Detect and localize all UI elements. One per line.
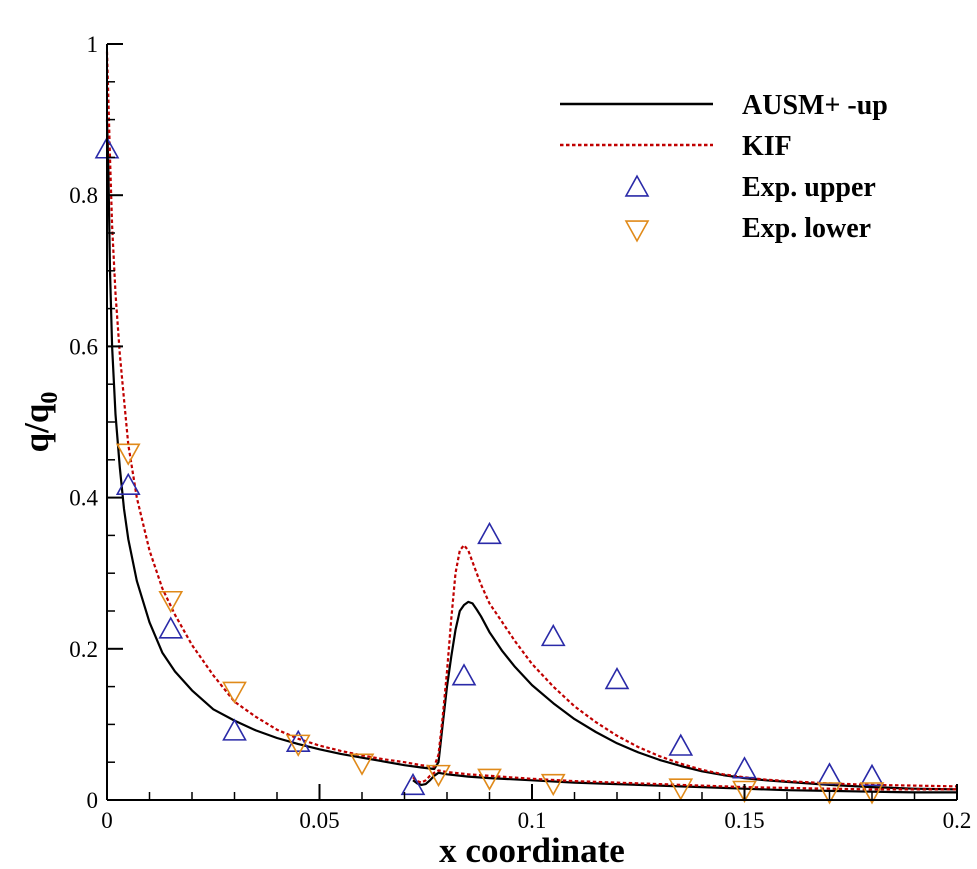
y-tick-label: 0.6 (69, 334, 98, 359)
data-point-exp-lower (540, 773, 566, 797)
data-point-exp-upper (540, 623, 566, 647)
series-layer (94, 51, 958, 805)
data-point-exp-upper (732, 756, 757, 779)
x-axis-title: x coordinate (439, 831, 625, 869)
data-point-exp-lower (817, 782, 842, 805)
y-tick-label: 0.4 (69, 486, 98, 511)
y-axis-title-subscript: 0 (37, 392, 63, 404)
data-point-exp-lower (668, 778, 694, 801)
data-point-exp-upper (285, 729, 311, 753)
y-tick-label: 0 (87, 788, 99, 813)
y-axis-title: q/q0 (17, 392, 63, 453)
data-point-exp-lower (158, 590, 184, 614)
y-axis-title-base: q/q (17, 403, 56, 452)
x-tick-label: 0 (101, 808, 113, 833)
data-point-exp-lower (115, 443, 141, 466)
series-line-kif (105, 51, 958, 788)
legend-marker-exp-lower (624, 220, 650, 243)
data-point-exp-upper (158, 616, 184, 639)
x-tick-label: 0.1 (518, 808, 547, 833)
legend: AUSM+ -up KIF Exp. upper Exp. lower (560, 90, 888, 244)
y-tick-label: 0.8 (69, 183, 98, 208)
data-point-exp-upper (668, 733, 694, 756)
series-line-kif (412, 769, 957, 791)
data-point-exp-upper (859, 763, 885, 787)
data-point-exp-lower (477, 768, 502, 791)
data-point-exp-upper (477, 521, 502, 545)
data-point-exp-lower (426, 764, 451, 788)
data-point-exp-lower (222, 681, 247, 704)
y-tick-label: 0.2 (69, 637, 98, 662)
data-point-exp-lower (349, 753, 375, 776)
data-point-exp-lower (859, 782, 885, 805)
data-point-exp-upper (222, 718, 247, 741)
x-tick-label: 0.15 (724, 808, 764, 833)
legend-marker-exp-upper (624, 174, 650, 197)
data-point-exp-upper (604, 667, 630, 690)
legend-label-exp-upper: Exp. upper (742, 172, 876, 203)
data-point-exp-upper (451, 663, 477, 686)
data-point-exp-lower (732, 780, 757, 803)
data-point-exp-lower (285, 734, 311, 757)
data-point-exp-upper (115, 472, 141, 495)
series-line-ausm-up (105, 119, 958, 791)
axes-layer (106, 44, 957, 801)
series-line-ausm-up (412, 771, 957, 794)
ticks-layer: 0 0.2 0.4 0.6 0.8 1 0 0.05 0.1 0.15 0.2 (69, 32, 971, 833)
legend-label-ausm-up: AUSM+ -up (742, 90, 888, 121)
legend-label-exp-lower: Exp. lower (742, 213, 871, 244)
data-point-exp-upper (817, 762, 842, 785)
legend-label-kif: KIF (742, 131, 792, 162)
y-tick-label: 1 (87, 32, 99, 57)
x-tick-label: 0.2 (943, 808, 972, 833)
data-point-exp-upper (400, 772, 426, 796)
x-tick-label: 0.05 (299, 808, 339, 833)
